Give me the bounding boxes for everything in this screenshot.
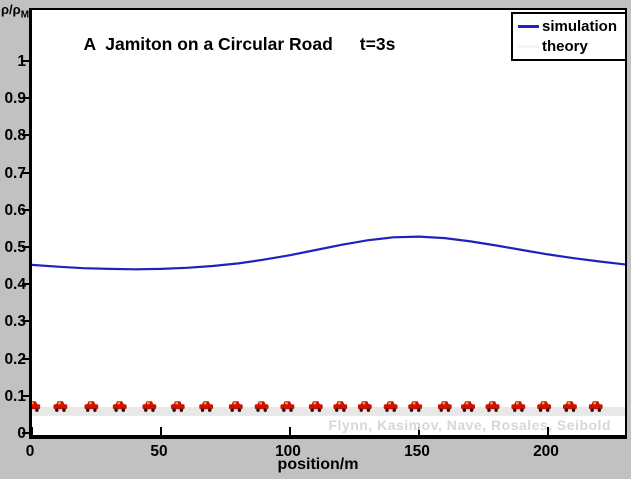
legend: simulation theory [511, 12, 627, 61]
x-axis-label: position/m [277, 456, 359, 473]
y-tick-mark [22, 432, 30, 434]
y-tick-mark [22, 357, 30, 360]
y-axis-label: ρ/ρM [1, 2, 29, 21]
legend-item[interactable]: theory [518, 36, 621, 56]
legend-line-sample [518, 44, 539, 48]
y-tick-label: 0.2 [4, 350, 26, 368]
road-band [32, 406, 625, 416]
y-tick-label: 0.1 [4, 387, 26, 405]
y-tick-mark [22, 171, 30, 174]
y-tick-mark [22, 97, 30, 100]
x-tick-label: 0 [25, 443, 35, 460]
y-tick-label: 1 [0, 53, 26, 70]
x-tick-label: 50 [150, 443, 168, 460]
y-tick-mark [22, 246, 30, 248]
y-axis-label-sub: M [20, 9, 30, 21]
legend-item-label: simulation [542, 17, 618, 35]
legend-item-label: theory [542, 37, 588, 55]
y-tick-label: 0.8 [4, 127, 26, 145]
y-tick-mark [22, 208, 30, 211]
y-tick-mark [22, 320, 30, 323]
y-tick-mark [22, 394, 30, 397]
y-tick-mark [22, 60, 30, 62]
plot-area: A Jamiton on a Circular Road t=3s Flynn, … [29, 8, 627, 439]
y-tick-label: 0 [0, 425, 26, 442]
time-label: t=3s [359, 34, 396, 54]
y-tick-mark [22, 283, 30, 286]
watermark-credits: Flynn, Kasimov, Nave, Rosales, Seibold [328, 417, 611, 433]
y-tick-label: 0.6 [4, 201, 26, 219]
legend-line-sample [518, 24, 539, 28]
y-tick-label: 0.5 [4, 239, 26, 256]
y-tick-label: 0.4 [4, 276, 26, 294]
legend-item[interactable]: simulation [518, 16, 621, 36]
x-axis-ticks [32, 427, 549, 435]
y-tick-label: 0.9 [4, 90, 26, 108]
x-tick-label: 200 [533, 443, 559, 460]
plot-title-text: A Jamiton on a Circular Road [83, 34, 333, 54]
y-axis-label-main: ρ/ρ [1, 2, 21, 17]
y-tick-label: 0.3 [4, 313, 26, 331]
plot-title: A Jamiton on a Circular Road t=3s [55, 13, 396, 76]
plot-canvas [32, 235, 625, 435]
y-tick-label: 0.7 [4, 164, 26, 182]
y-tick-mark [22, 134, 30, 137]
x-tick-label: 150 [404, 443, 430, 460]
simulation-curve [32, 235, 625, 271]
x-tick-label: 100 [275, 443, 301, 460]
